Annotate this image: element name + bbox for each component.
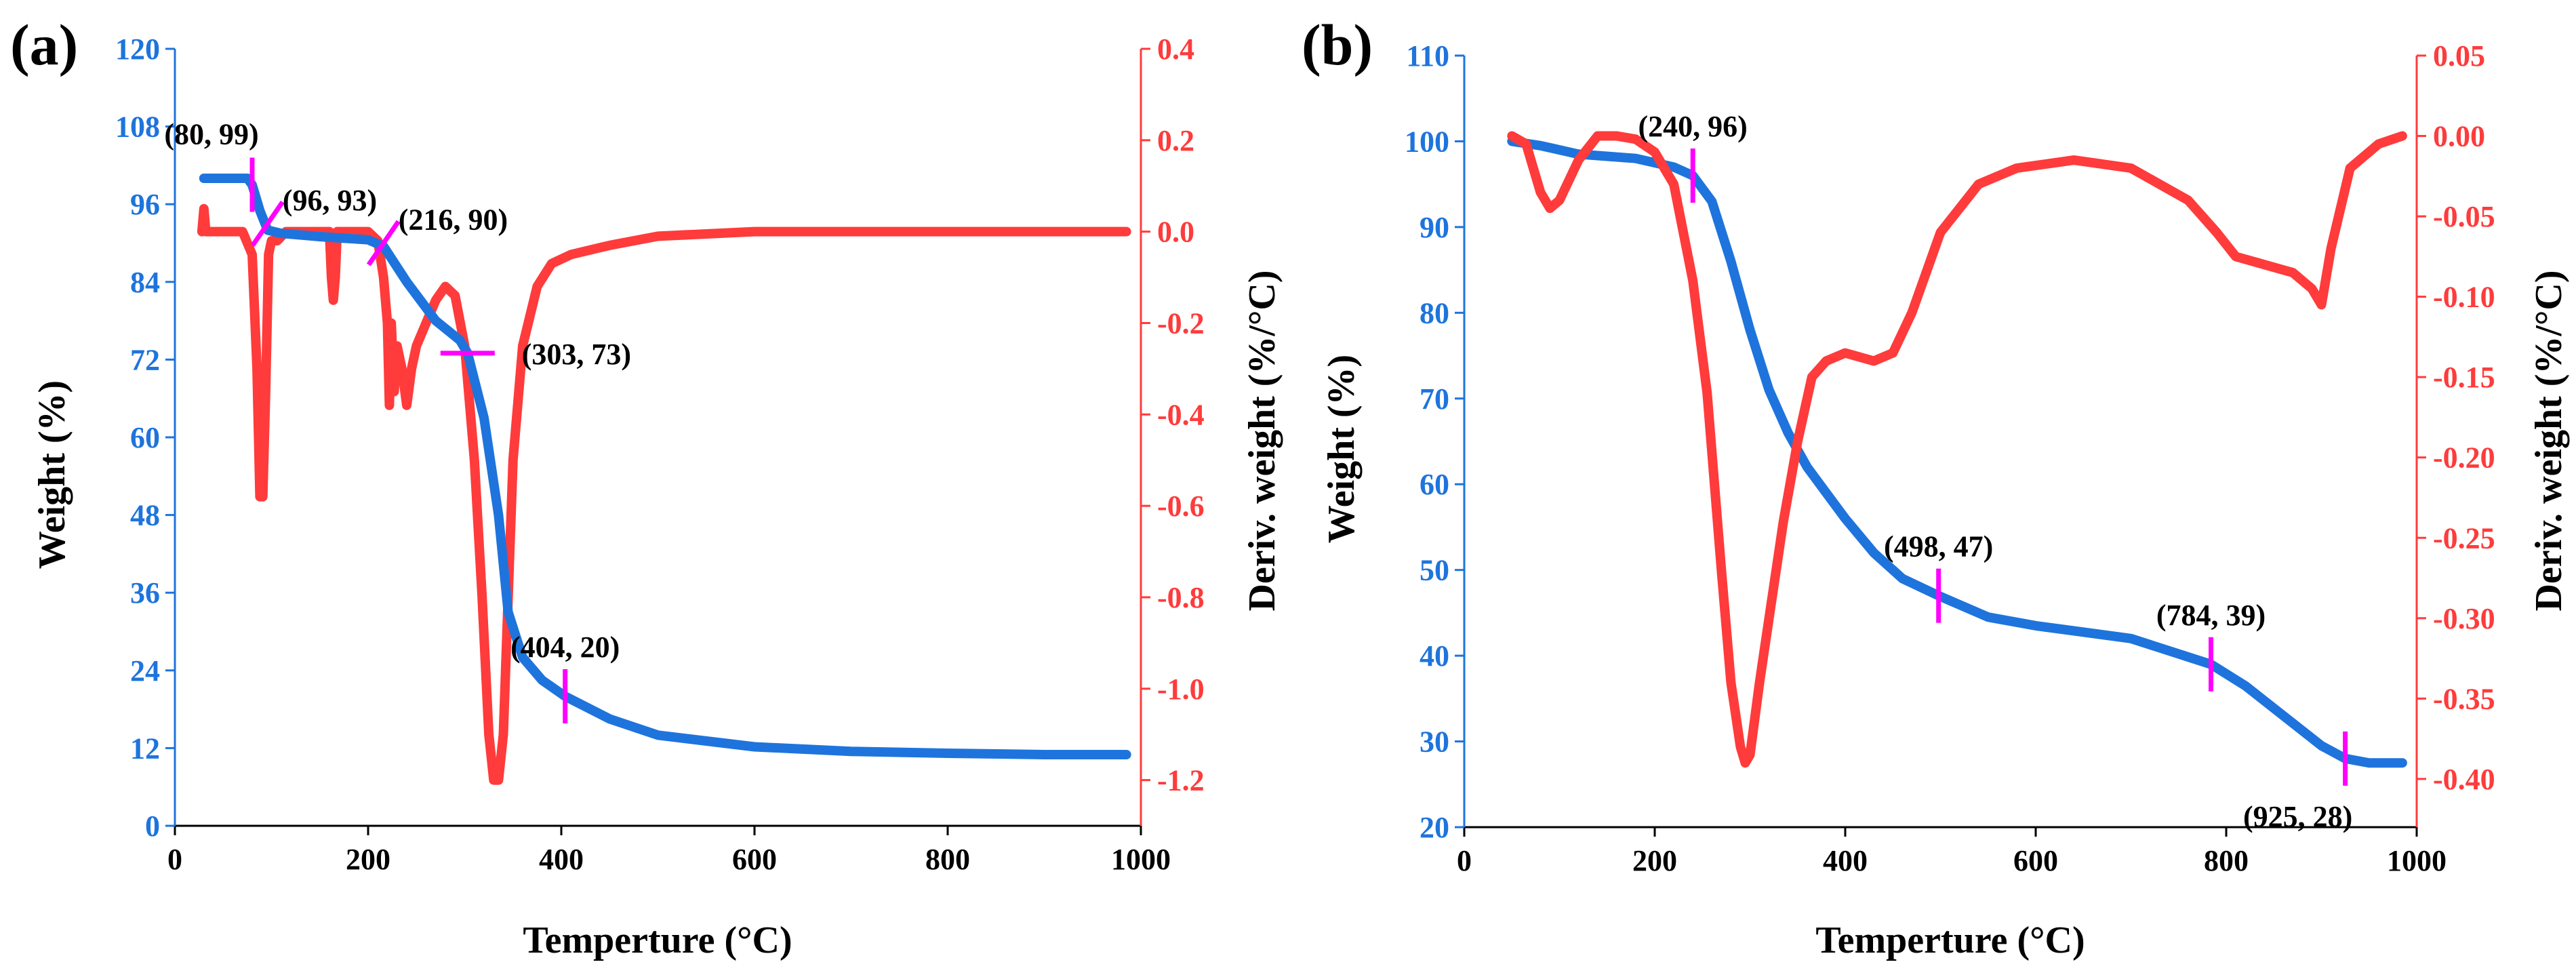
- annotation-label: (404, 20): [510, 631, 620, 664]
- y-right-tick-label: -0.8: [1157, 581, 1205, 614]
- y-left-tick-label: 50: [1420, 554, 1449, 587]
- annotation-marker: [250, 200, 285, 247]
- y-right-tick-label: -0.05: [2433, 200, 2495, 233]
- annotation-label: (303, 73): [522, 338, 631, 371]
- annotation-label: (784, 39): [2156, 599, 2266, 632]
- y-right-tick-label: -0.15: [2433, 361, 2495, 394]
- annotation-label: (925, 28): [2243, 800, 2352, 833]
- y-right-tick-label: -0.20: [2433, 441, 2495, 475]
- y-right-tick-label: -0.4: [1157, 398, 1205, 431]
- series-line-deriv: [197, 203, 1131, 785]
- x-tick-label: 800: [2204, 844, 2249, 877]
- x-tick-label: 400: [539, 843, 584, 876]
- y-right-tick-label: 0.00: [2433, 120, 2485, 153]
- panel-b-letter: (b): [1302, 12, 1373, 77]
- y-left-tick-label: 24: [130, 654, 160, 687]
- panel-a-ylabel-left: Weight (%): [31, 380, 73, 569]
- x-tick-label: 200: [1632, 844, 1677, 877]
- y-left-tick-label: 40: [1420, 639, 1449, 673]
- panel-b-ylabel-left: Weight (%): [1321, 355, 1363, 543]
- y-left-tick-label: 90: [1420, 211, 1449, 244]
- y-left-tick-label: 30: [1420, 725, 1449, 759]
- panel-a-letter: (a): [10, 12, 78, 77]
- x-tick-label: 1000: [1111, 843, 1171, 876]
- y-right-tick-label: -1.2: [1157, 764, 1205, 797]
- y-right-tick-label: -0.40: [2433, 763, 2495, 796]
- x-tick-label: 600: [2013, 844, 2058, 877]
- annotation-label: (80, 99): [164, 118, 258, 151]
- panel-a: (a) Weight (%) Deriv. weight (%/°C) Temp…: [10, 12, 1283, 961]
- x-tick-label: 200: [346, 843, 390, 876]
- y-right-tick-label: -0.10: [2433, 281, 2495, 314]
- annotation-label: (96, 93): [283, 184, 377, 217]
- y-right-tick-label: -1.0: [1157, 673, 1205, 706]
- y-left-tick-label: 80: [1420, 296, 1449, 330]
- y-left-tick-label: 96: [130, 188, 160, 221]
- panel-a-ylabel-right: Deriv. weight (%/°C): [1241, 271, 1283, 612]
- y-right-tick-label: -0.25: [2433, 521, 2495, 555]
- x-tick-label: 0: [167, 843, 182, 876]
- y-left-tick-label: 0: [145, 810, 160, 843]
- panel-a-xlabel: Temperture (°C): [523, 919, 792, 961]
- y-right-tick-label: 0.4: [1157, 33, 1194, 66]
- y-left-tick-label: 48: [130, 499, 160, 532]
- x-tick-label: 400: [1823, 844, 1868, 877]
- x-tick-label: 600: [732, 843, 777, 876]
- x-tick-label: 0: [1457, 844, 1472, 877]
- y-left-tick-label: 60: [130, 421, 160, 454]
- y-left-tick-label: 70: [1420, 382, 1449, 416]
- y-right-tick-label: 0.2: [1157, 124, 1194, 157]
- y-left-tick-label: 84: [130, 266, 160, 299]
- annotation-marker: [366, 220, 401, 266]
- y-left-tick-label: 60: [1420, 468, 1449, 501]
- panel-b-xlabel: Temperture (°C): [1815, 919, 2085, 961]
- y-right-tick-label: -0.30: [2433, 602, 2495, 635]
- annotation-label: (216, 90): [399, 203, 508, 237]
- y-left-tick-label: 36: [130, 576, 160, 610]
- y-left-tick-label: 120: [115, 33, 160, 66]
- y-right-tick-label: 0.0: [1157, 216, 1194, 249]
- series-line-weight: [1507, 136, 2407, 768]
- x-tick-label: 1000: [2387, 844, 2447, 877]
- panel-b: (b) Weight (%) Deriv. weight (%/°C) Temp…: [1302, 12, 2570, 961]
- y-left-tick-label: 72: [130, 343, 160, 376]
- panel-b-ylabel-right: Deriv. weight (%/°C): [2528, 271, 2570, 612]
- series-line-weight: [199, 174, 1131, 759]
- x-tick-label: 800: [925, 843, 970, 876]
- annotation-label: (240, 96): [1638, 110, 1748, 143]
- series-line-deriv: [1507, 131, 2407, 768]
- y-right-tick-label: 0.05: [2433, 39, 2485, 73]
- y-left-tick-label: 100: [1405, 125, 1449, 158]
- y-right-tick-label: -0.35: [2433, 682, 2495, 715]
- y-right-tick-label: -0.2: [1157, 306, 1205, 340]
- y-left-tick-label: 108: [115, 111, 160, 144]
- y-left-tick-label: 20: [1420, 811, 1449, 844]
- y-left-tick-label: 110: [1406, 39, 1449, 73]
- annotation-label: (498, 47): [1884, 530, 1993, 563]
- y-left-tick-label: 12: [130, 732, 160, 765]
- y-right-tick-label: -0.6: [1157, 490, 1205, 523]
